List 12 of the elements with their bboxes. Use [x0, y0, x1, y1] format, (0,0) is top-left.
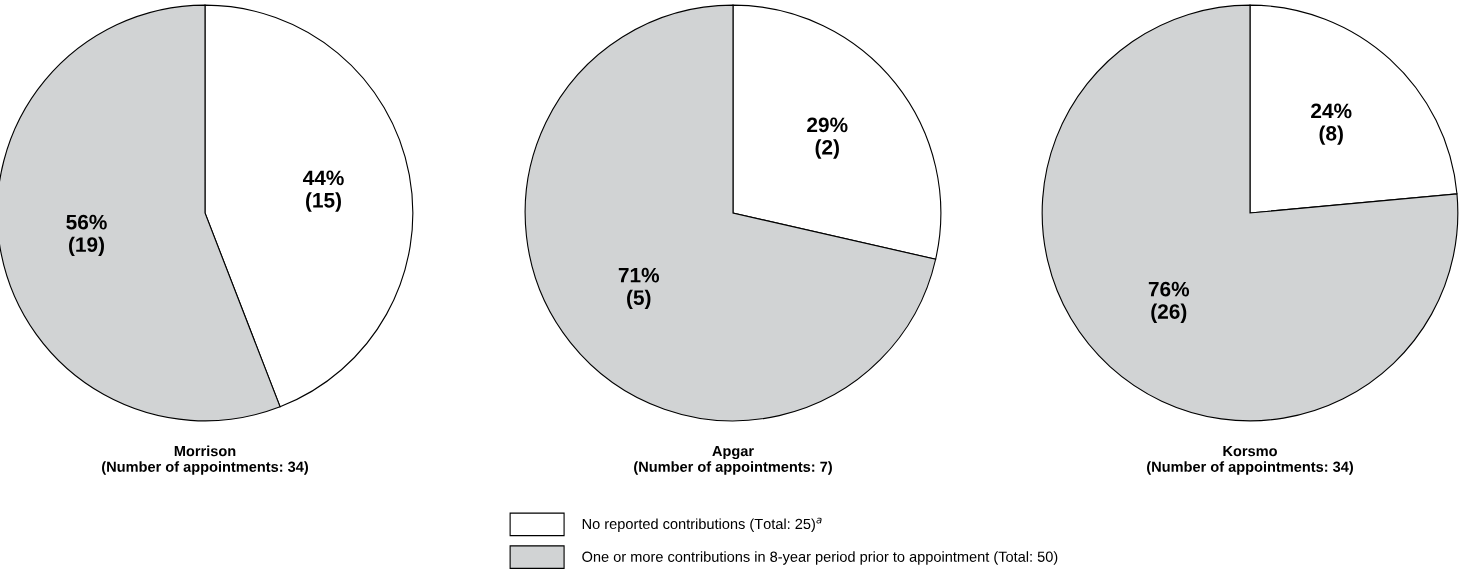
pie-slice [1041, 4, 1459, 422]
data-label: 24% (8) [1311, 103, 1352, 145]
data-label: 71% (5) [618, 267, 660, 310]
data-label: 29% (2) [807, 117, 848, 159]
text: Apgar (Number of appointments: 7) [634, 445, 832, 475]
data-label: 76% (26) [1148, 281, 1190, 324]
text: Korsmo (Number of appointments: 34) [1147, 446, 1353, 475]
text: Morrison (Number of appointments: 34) [102, 445, 308, 475]
legend-label: One or more contributions in 8-year period prior to appointment (Total: 50) [582, 551, 1058, 565]
data-label: 44% (15) [302, 170, 344, 212]
data-label: 56% (19) [66, 214, 107, 257]
legend-label: No reported contributions (Total: 25)$^{a}$ [582, 517, 822, 532]
